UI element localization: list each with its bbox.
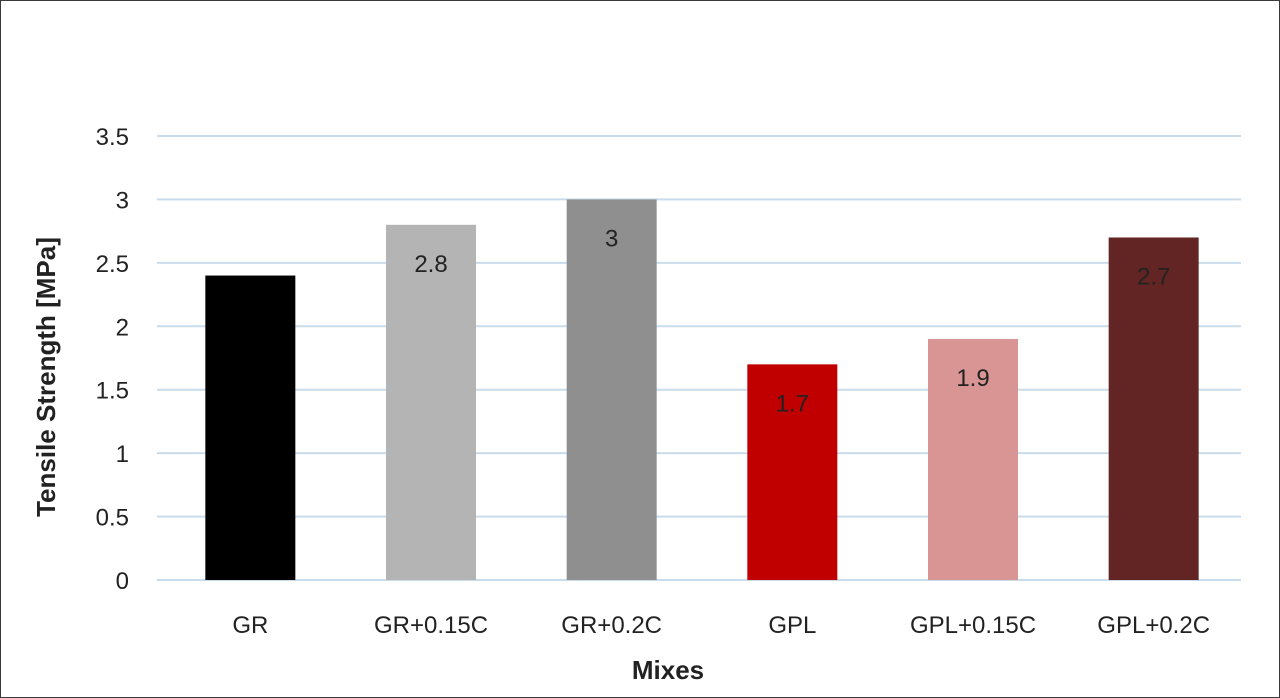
x-category-label: GR+0.15C (374, 612, 488, 639)
y-axis-title: Tensile Strength [MPa] (31, 237, 61, 517)
x-axis-categories: GR GR+0.15C GR+0.2C GPL GPL+0.15C GPL+0.2C (232, 612, 1210, 639)
y-tick-label: 2 (116, 314, 129, 341)
bar (566, 199, 657, 580)
y-tick-label: 0.5 (96, 505, 129, 532)
y-tick-label: 0 (116, 568, 129, 595)
x-category-label: GPL (768, 612, 816, 639)
bar-data-label: 1.7 (776, 390, 809, 417)
y-tick-label: 3 (116, 187, 129, 214)
x-category-label: GPL+0.2C (1097, 612, 1210, 639)
bar-data-label: 1.9 (956, 365, 989, 392)
bar-data-label: 2.8 (414, 251, 447, 278)
bar (747, 364, 838, 580)
y-tick-label: 3.5 (96, 124, 129, 151)
bar (386, 224, 476, 581)
x-axis-title: Mixes (632, 655, 704, 685)
bars (205, 199, 1199, 581)
y-tick-label: 1.5 (96, 378, 129, 405)
bar-data-label: 3 (605, 225, 618, 252)
y-tick-label: 1 (116, 441, 129, 468)
y-tick-label: 2.5 (96, 251, 129, 278)
bar-data-label: 2.7 (1137, 263, 1170, 290)
x-category-label: GR (232, 612, 268, 639)
bar (1108, 237, 1199, 580)
bar (205, 275, 296, 580)
bar (928, 338, 1018, 580)
x-category-label: GR+0.2C (561, 612, 662, 639)
y-axis-ticks: 0 0.5 1 1.5 2 2.5 3 3.5 (96, 124, 129, 595)
data-labels: 2.8 3 1.7 1.9 2.7 (414, 225, 1170, 417)
x-category-label: GPL+0.15C (910, 612, 1036, 639)
gridlines (157, 135, 1241, 581)
